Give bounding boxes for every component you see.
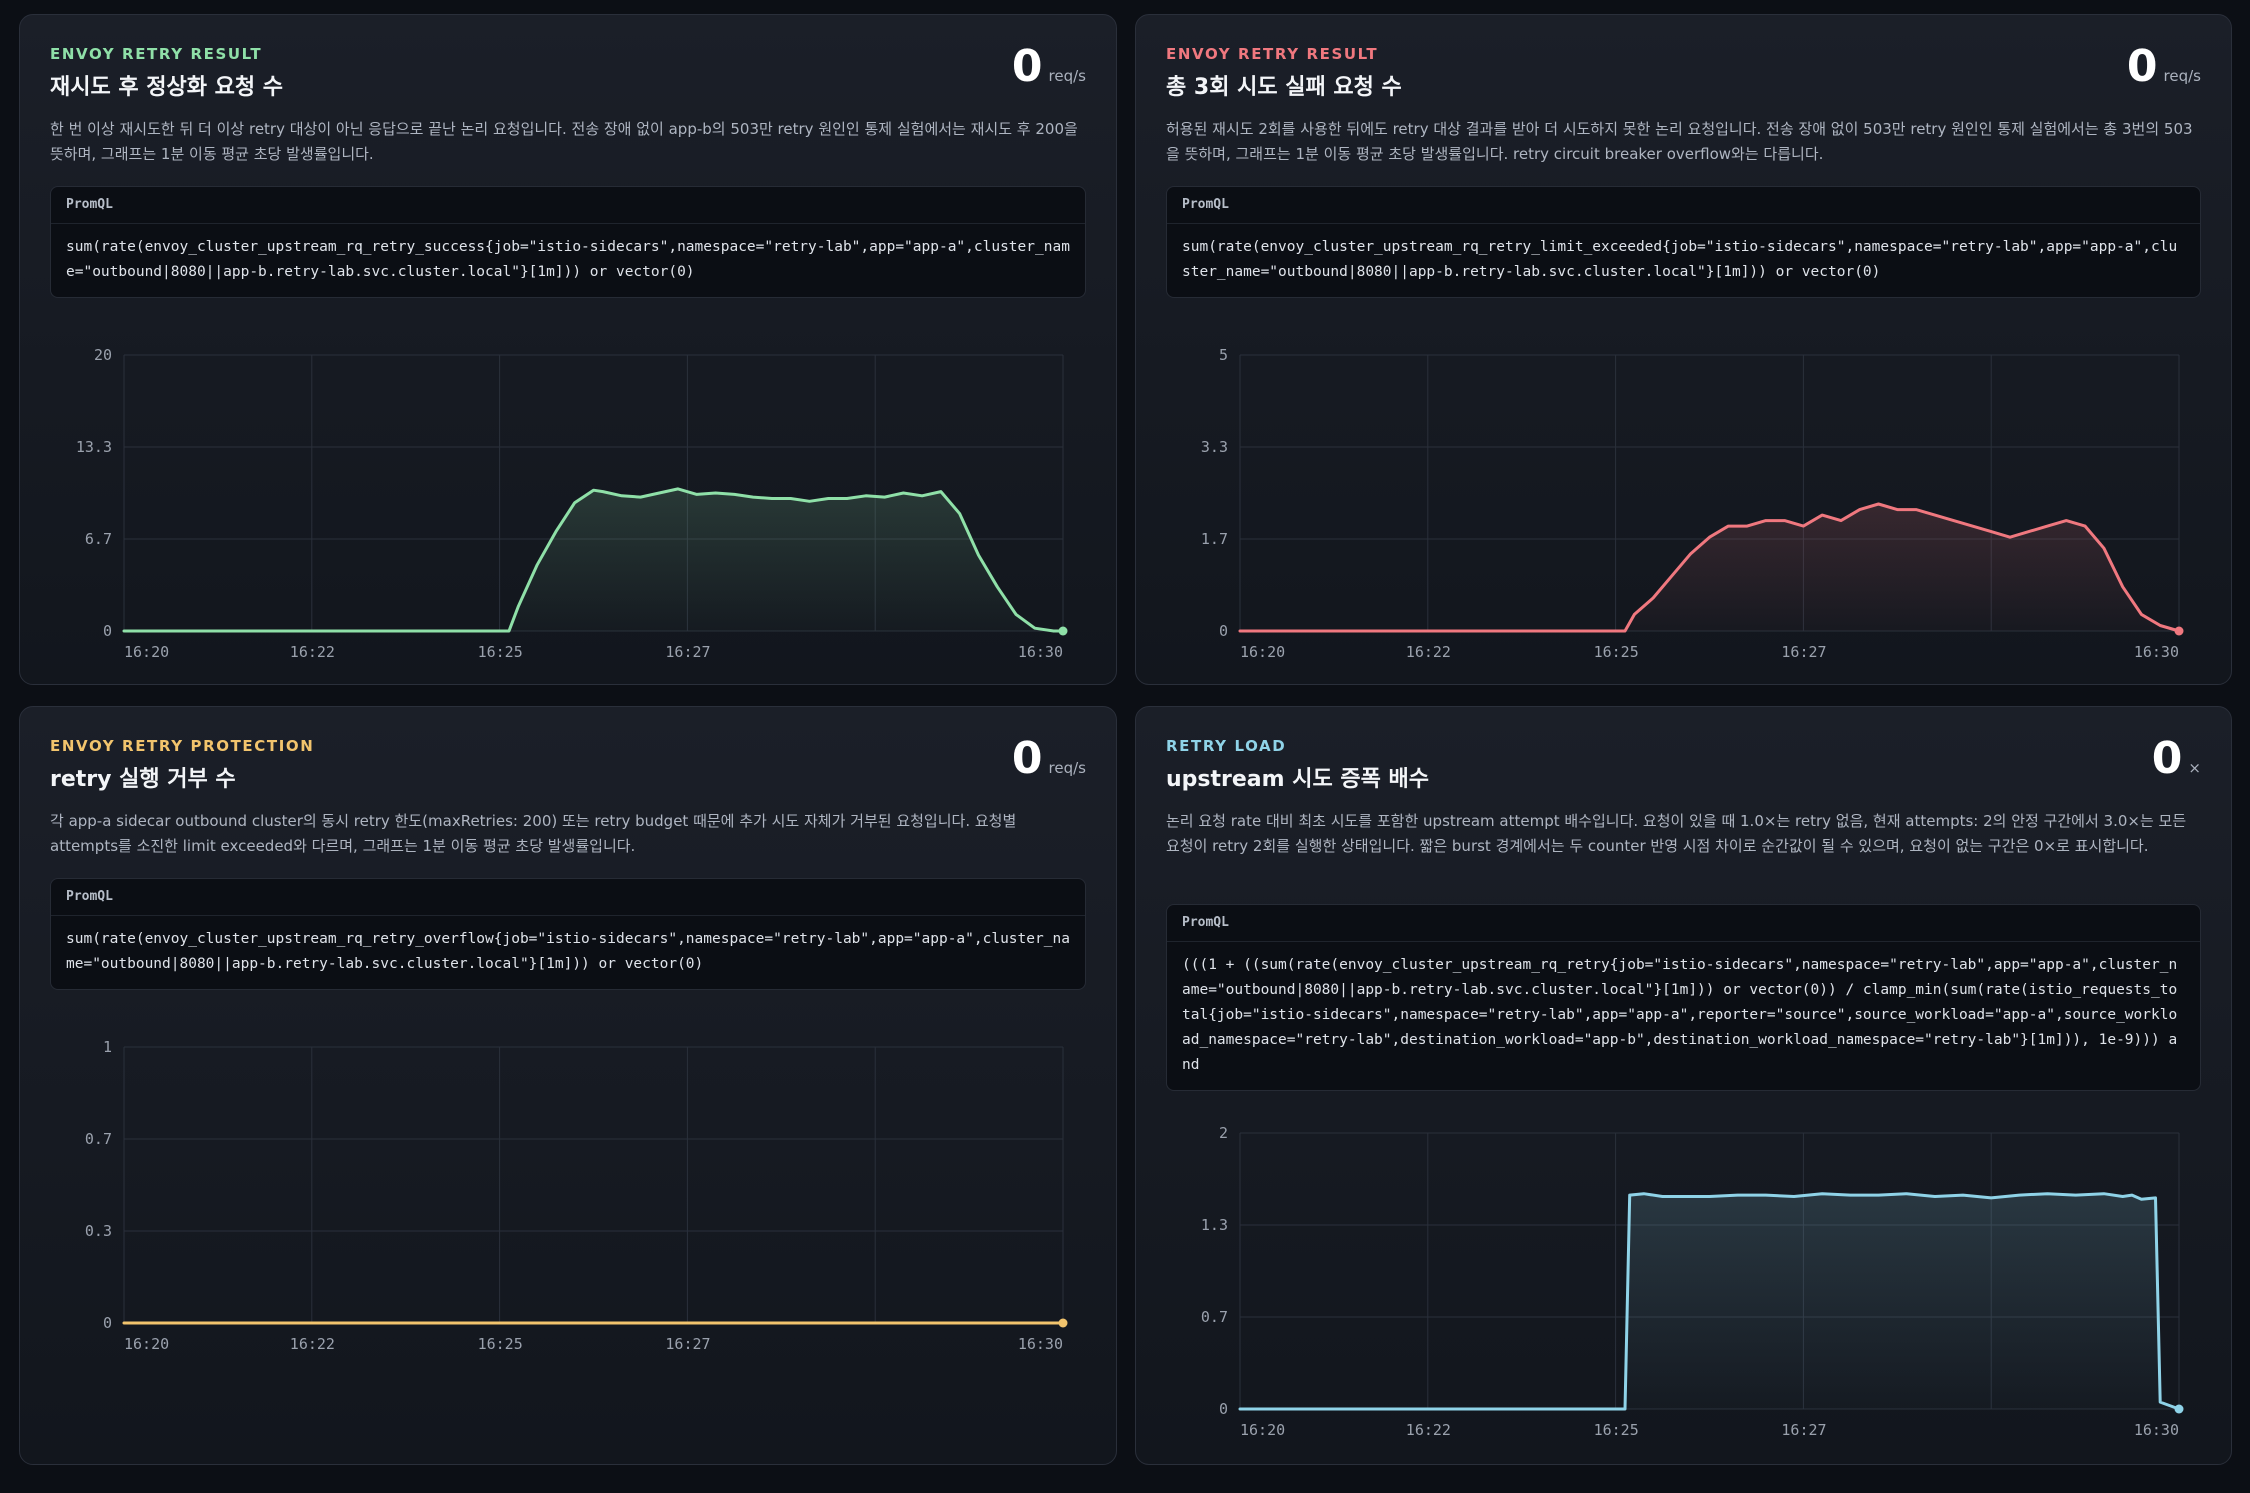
promql-query[interactable]: sum(rate(envoy_cluster_upstream_rq_retry… (66, 931, 1070, 972)
promql-label: PromQL (1167, 187, 2200, 224)
y-tick-label: 2 (1219, 1124, 1228, 1142)
y-tick-label: 3.3 (1201, 438, 1228, 456)
x-tick-label: 16:25 (1594, 643, 1639, 661)
x-tick-label: 16:30 (1018, 643, 1063, 661)
x-tick-label: 16:27 (665, 1335, 710, 1353)
promql-query[interactable]: sum(rate(envoy_cluster_upstream_rq_retry… (1182, 239, 2178, 280)
panel-title: 재시도 후 정상화 요청 수 (50, 75, 284, 100)
stat-number: 0 (1011, 733, 1043, 784)
chart-retry-success[interactable]: 0 6.7 13.3 20 16:20 16:22 16:25 16:27 16:30 (20, 331, 1118, 671)
x-tick-label: 16:22 (290, 643, 335, 661)
stat-unit: req/s (1048, 67, 1086, 85)
y-tick-label: 6.7 (85, 530, 112, 548)
x-tick-label: 16:30 (2134, 1421, 2179, 1439)
last-point-marker[interactable] (2174, 626, 2184, 636)
x-tick-label: 16:25 (1594, 1421, 1639, 1439)
stat-number: 0 (2126, 41, 2158, 92)
stat-unit: req/s (1048, 759, 1086, 777)
y-tick-label: 5 (1219, 346, 1228, 364)
stat-unit: × (2188, 759, 2201, 777)
panel-retry-limit-exceeded: ENVOY RETRY RESULT 총 3회 시도 실패 요청 수 0 req… (1135, 14, 2232, 685)
y-tick-label: 1.7 (1201, 530, 1228, 548)
y-tick-label: 0.7 (1201, 1308, 1228, 1326)
y-tick-label: 0 (103, 1314, 112, 1332)
x-tick-label: 16:25 (478, 1335, 523, 1353)
panel-title: upstream 시도 증폭 배수 (1166, 767, 1429, 792)
stat-value: 0 req/s (2127, 45, 2201, 89)
panel-description: 한 번 이상 재시도한 뒤 더 이상 retry 대상이 아닌 응답으로 끝난 … (50, 120, 1078, 163)
stat-number: 0 (1011, 41, 1043, 92)
promql-query[interactable]: (((1 + ((sum(rate(envoy_cluster_upstream… (1182, 957, 2178, 1073)
x-tick-label: 16:30 (1018, 1335, 1063, 1353)
x-tick-label: 16:27 (1781, 1421, 1826, 1439)
panel-description: 각 app-a sidecar outbound cluster의 동시 ret… (50, 812, 1017, 855)
last-point-marker[interactable] (1058, 1318, 1068, 1328)
promql-label: PromQL (1167, 905, 2200, 942)
promql-label: PromQL (51, 879, 1085, 916)
series-area (1240, 504, 2179, 631)
panel-eyebrow: ENVOY RETRY RESULT (50, 45, 263, 63)
promql-label: PromQL (51, 187, 1085, 224)
y-tick-label: 1.3 (1201, 1216, 1228, 1234)
last-point-marker[interactable] (1058, 626, 1068, 636)
stat-value: 0 req/s (1012, 45, 1086, 89)
x-tick-label: 16:30 (2134, 643, 2179, 661)
last-point-marker[interactable] (2174, 1404, 2184, 1414)
y-tick-label: 13.3 (76, 438, 112, 456)
stat-unit: req/s (2163, 67, 2201, 85)
panel-description: 논리 요청 rate 대비 최초 시도를 포함한 upstream attemp… (1166, 812, 2187, 855)
y-tick-label: 20 (94, 346, 112, 364)
promql-query[interactable]: sum(rate(envoy_cluster_upstream_rq_retry… (66, 239, 1070, 280)
x-tick-label: 16:27 (665, 643, 710, 661)
stat-number: 0 (2151, 733, 2183, 784)
x-tick-label: 16:20 (124, 1335, 169, 1353)
x-tick-label: 16:22 (290, 1335, 335, 1353)
x-tick-label: 16:22 (1406, 1421, 1451, 1439)
panel-eyebrow: RETRY LOAD (1166, 737, 1287, 755)
x-tick-label: 16:22 (1406, 643, 1451, 661)
x-tick-label: 16:20 (124, 643, 169, 661)
panel-retry-overflow: ENVOY RETRY PROTECTION retry 실행 거부 수 0 r… (19, 706, 1117, 1465)
x-tick-label: 16:27 (1781, 643, 1826, 661)
panel-retry-load: RETRY LOAD upstream 시도 증폭 배수 0 × 논리 요청 r… (1135, 706, 2232, 1465)
series-area (124, 488, 1063, 631)
panel-eyebrow: ENVOY RETRY PROTECTION (50, 737, 315, 755)
stat-value: 0 req/s (1012, 737, 1086, 781)
x-tick-label: 16:25 (478, 643, 523, 661)
stat-value: 0 × (2152, 737, 2201, 781)
x-tick-label: 16:20 (1240, 1421, 1285, 1439)
panel-description: 허용된 재시도 2회를 사용한 뒤에도 retry 대상 결과를 받아 더 시도… (1166, 120, 2193, 163)
series-area (1240, 1193, 2179, 1409)
promql-box: PromQL (((1 + ((sum(rate(envoy_cluster_u… (1166, 904, 2201, 1091)
y-tick-label: 0.3 (85, 1222, 112, 1240)
series-line[interactable] (122, 487, 1065, 633)
panel-retry-success: ENVOY RETRY RESULT 재시도 후 정상화 요청 수 0 req/… (19, 14, 1117, 685)
y-tick-label: 0 (1219, 622, 1228, 640)
x-tick-label: 16:20 (1240, 643, 1285, 661)
promql-box: PromQL sum(rate(envoy_cluster_upstream_r… (50, 186, 1086, 298)
y-tick-label: 1 (103, 1038, 112, 1056)
y-tick-label: 0 (103, 622, 112, 640)
panel-eyebrow: ENVOY RETRY RESULT (1166, 45, 1379, 63)
y-tick-label: 0 (1219, 1400, 1228, 1418)
chart-retry-limit-exceeded[interactable]: 0 1.7 3.3 5 16:20 16:22 16:25 16:27 16:30 (1136, 331, 2233, 671)
y-tick-label: 0.7 (85, 1130, 112, 1148)
series-line[interactable] (1238, 1192, 2181, 1411)
chart-retry-load[interactable]: 0 0.7 1.3 2 16:20 16:22 16:25 16:27 16:30 (1136, 1109, 2233, 1449)
promql-box: PromQL sum(rate(envoy_cluster_upstream_r… (1166, 186, 2201, 298)
panel-title: 총 3회 시도 실패 요청 수 (1166, 75, 1402, 100)
chart-retry-overflow[interactable]: 0 0.3 0.7 1 16:20 16:22 16:25 16:27 16:30 (20, 1023, 1118, 1363)
panel-title: retry 실행 거부 수 (50, 767, 236, 792)
promql-box: PromQL sum(rate(envoy_cluster_upstream_r… (50, 878, 1086, 990)
series-line[interactable] (1238, 502, 2181, 633)
